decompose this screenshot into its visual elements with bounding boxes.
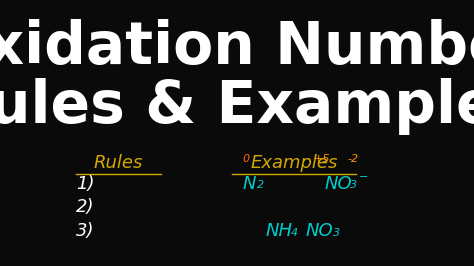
Text: NH: NH [265,222,292,240]
Text: 1): 1) [76,174,94,193]
Text: Rules & Examples: Rules & Examples [0,78,474,135]
Text: Examples: Examples [250,153,337,172]
Text: 0: 0 [243,153,250,164]
Text: 2: 2 [257,180,264,190]
Text: 4: 4 [291,228,298,238]
Text: 3: 3 [350,180,357,190]
Text: 2): 2) [76,198,94,217]
Text: NO: NO [325,174,352,193]
Text: 3): 3) [76,222,94,240]
Text: N: N [243,174,256,193]
Text: -2: -2 [347,153,359,164]
Text: 3: 3 [333,228,340,238]
Text: +5: +5 [314,153,330,164]
Text: Rules: Rules [94,153,143,172]
Text: Oxidation Number: Oxidation Number [0,19,474,76]
Text: −: − [359,172,369,182]
Text: NO: NO [306,222,333,240]
